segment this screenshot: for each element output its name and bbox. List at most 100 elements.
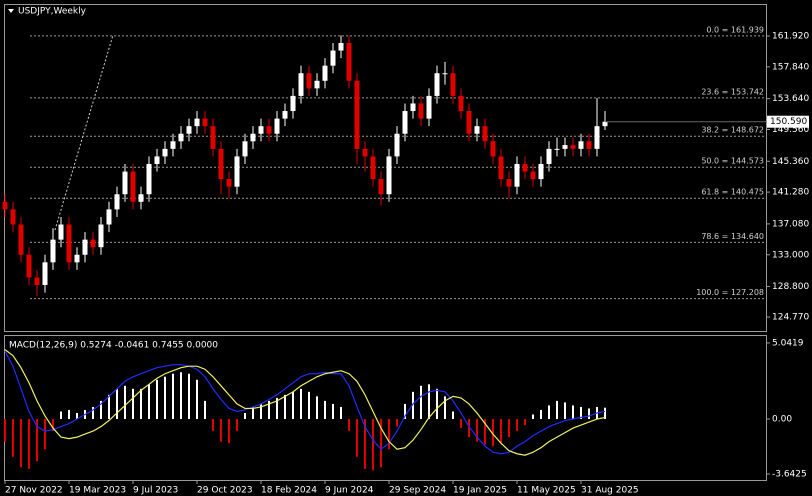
x-tick-label: 9 Jun 2024 [325, 486, 374, 496]
macd-histogram-bar [340, 406, 342, 420]
y-tick-label: 157.840 [772, 62, 809, 72]
y-tick-label: 149.560 [772, 125, 809, 135]
macd-histogram-bar [36, 419, 38, 462]
y-tick-label: 141.280 [772, 188, 809, 198]
macd-histogram-bar [308, 391, 310, 420]
candle-body [50, 239, 56, 263]
candle-body [282, 111, 288, 119]
candle-body [66, 224, 72, 263]
macd-histogram-bar [508, 419, 510, 438]
macd-histogram-bar [460, 419, 462, 429]
candle-body [274, 118, 280, 134]
macd-histogram-bar [380, 419, 382, 468]
fib-label: 0.0 = 161.939 [706, 25, 764, 34]
macd-histogram-bar [52, 419, 54, 432]
candle-body [122, 171, 128, 195]
candle-body [394, 133, 400, 157]
macd-histogram-bar [44, 419, 46, 450]
candle-body [522, 163, 528, 172]
candle-body [74, 254, 80, 263]
macd-histogram-bar [244, 412, 246, 420]
macd-line [4, 350, 606, 455]
macd-histogram-bar [452, 411, 454, 420]
candle-body [402, 111, 408, 134]
macd-histogram-bar [252, 406, 254, 420]
candle-body [426, 95, 432, 119]
fib-label: 23.6 = 153.742 [701, 87, 764, 96]
macd-histogram-bar [212, 419, 214, 432]
macd-histogram-bar [332, 403, 334, 420]
macd-histogram-bar [68, 409, 70, 420]
macd-histogram-bar [204, 400, 206, 420]
candle-body [514, 163, 520, 187]
candle-body [346, 42, 352, 81]
macd-histogram-bar [156, 379, 158, 420]
macd-histogram-bar [180, 372, 182, 420]
fib-label: 100.0 = 127.208 [696, 288, 764, 297]
price-panel [4, 4, 767, 332]
macd-histogram-bar [444, 396, 446, 420]
macd-histogram-bar [292, 391, 294, 420]
fib-label: 78.6 = 134.640 [701, 232, 764, 241]
macd-histogram-bar [20, 419, 22, 468]
x-tick-label: 19 Mar 2023 [69, 486, 126, 496]
macd-y-tick-label: -3.6425 [772, 470, 807, 480]
x-tick-label: 27 Nov 2022 [5, 486, 63, 496]
macd-y-tick-label: 5.0419 [772, 338, 804, 348]
candle-body [434, 73, 440, 96]
candle-body [170, 141, 176, 149]
candle-body [90, 239, 96, 248]
macd-histogram-bar [268, 400, 270, 420]
x-tick-label: 19 Jan 2025 [453, 486, 507, 496]
macd-histogram-bar [484, 419, 486, 445]
candle-body [98, 224, 104, 248]
fib-label: 38.2 = 148.672 [701, 126, 764, 135]
macd-histogram-bar [524, 419, 526, 426]
macd-histogram-bar [140, 388, 142, 420]
macd-histogram-bar [236, 419, 238, 432]
candle-body [266, 126, 272, 134]
fib-label: 50.0 = 144.573 [701, 157, 764, 166]
candle-body [418, 103, 424, 119]
candle-body [578, 141, 584, 149]
candle-body [306, 73, 312, 89]
macd-histogram-bar [492, 419, 494, 447]
candle-body [386, 156, 392, 195]
candle-body [186, 126, 192, 134]
macd-histogram-bar [476, 419, 478, 442]
y-tick-label: 133.000 [772, 250, 809, 260]
macd-histogram-bar [324, 400, 326, 420]
macd-histogram-bar [300, 388, 302, 420]
candle-body [570, 145, 576, 149]
candle-body [458, 95, 464, 112]
candle-body [34, 277, 40, 286]
y-tick-label: 153.640 [772, 94, 809, 104]
candle-body [322, 65, 328, 81]
macd-histogram-bar [428, 384, 430, 420]
macd-histogram-bar [196, 379, 198, 420]
menu-icon[interactable] [8, 9, 14, 13]
macd-line [4, 349, 606, 456]
macd-histogram-bar [260, 403, 262, 420]
macd-histogram-bar [588, 408, 590, 420]
macd-histogram-bar [516, 419, 518, 432]
candle-body [2, 201, 8, 210]
candle-body [234, 156, 240, 187]
macd-histogram-bar [276, 397, 278, 420]
macd-histogram-bar [436, 388, 438, 420]
candle-body [58, 224, 64, 240]
chart-title: USDJPY,Weekly [18, 7, 87, 17]
x-tick-label: 11 May 2025 [517, 486, 576, 496]
candle-body [562, 145, 568, 149]
macd-histogram-bar [92, 406, 94, 420]
candle-body [210, 126, 216, 149]
x-tick-label: 9 Jul 2023 [133, 486, 178, 496]
macd-histogram-bar [132, 388, 134, 420]
candle-body [26, 254, 32, 278]
candle-body [162, 148, 168, 157]
candle-body [202, 118, 208, 127]
candle-body [378, 179, 384, 195]
macd-histogram-bar [572, 405, 574, 420]
candle-body [490, 141, 496, 157]
candle-body [498, 156, 504, 180]
